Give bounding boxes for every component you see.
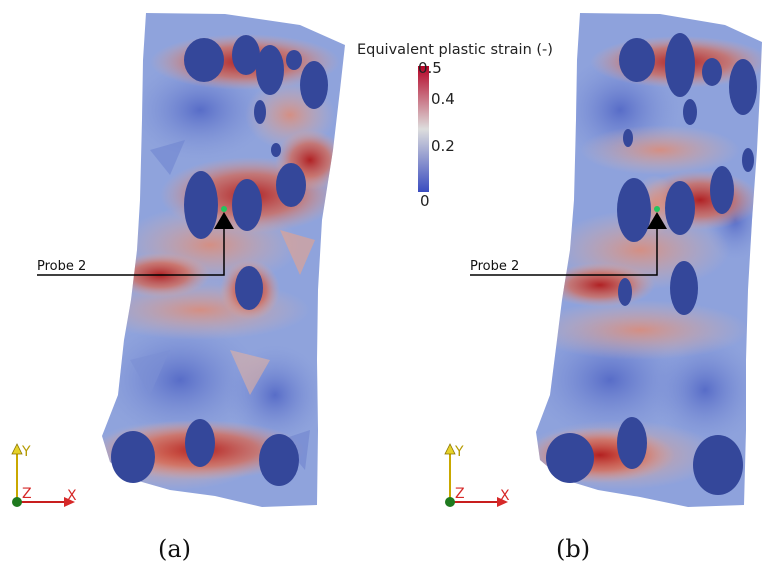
probe-point-b xyxy=(654,206,660,212)
voids-a xyxy=(111,35,328,486)
z-axis-dot-a xyxy=(12,497,22,507)
x-axis-arrow-a xyxy=(64,497,75,507)
panel-a xyxy=(102,13,345,507)
y-axis-arrow-b xyxy=(444,443,456,455)
colorbar-tick-0-2: 0.2 xyxy=(431,137,455,155)
x-axis-arrow-b xyxy=(497,497,508,507)
y-axis-label-a: Y xyxy=(21,444,31,460)
probe-leader-b xyxy=(470,229,658,276)
probe-annotation-b: Probe 2 xyxy=(470,206,667,276)
probe-marker-b xyxy=(647,212,667,229)
probe-annotation-a: Probe 2 xyxy=(37,206,234,276)
caption-b: (b) xyxy=(556,535,590,563)
z-axis-dot-b xyxy=(445,497,455,507)
x-axis-label-b: X xyxy=(500,488,510,504)
caption-a: (a) xyxy=(158,535,191,563)
colorbar-title: Equivalent plastic strain (-) xyxy=(357,42,553,58)
probe-label-a: Probe 2 xyxy=(37,259,86,274)
y-axis-label-b: Y xyxy=(454,444,464,460)
colorbar-gradient xyxy=(418,66,429,192)
axes-triad-a: Y X Z xyxy=(11,443,77,507)
probe-label-b: Probe 2 xyxy=(470,259,519,274)
colorbar: Equivalent plastic strain (-) 0.5 0.4 0.… xyxy=(357,42,553,210)
axes-triad-b: Y X Z xyxy=(444,443,510,507)
colorbar-tick-max: 0.5 xyxy=(418,59,442,77)
panel-b xyxy=(536,13,762,507)
colorbar-tick-min: 0 xyxy=(420,192,430,210)
y-axis-arrow-a xyxy=(11,443,23,455)
probe-leader-a xyxy=(37,229,225,276)
z-axis-label-b: Z xyxy=(455,486,465,502)
x-axis-label-a: X xyxy=(67,488,77,504)
probe-marker-a xyxy=(214,212,234,229)
probe-point-a xyxy=(221,206,227,212)
z-axis-label-a: Z xyxy=(22,486,32,502)
colorbar-tick-0-4: 0.4 xyxy=(431,90,455,108)
voids-b xyxy=(546,33,757,495)
